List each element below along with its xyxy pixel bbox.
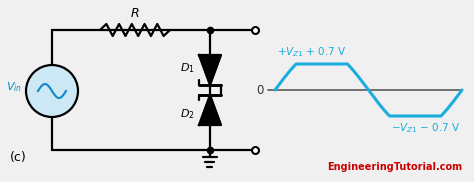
Text: $+V_{Z1}$ + 0.7 V: $+V_{Z1}$ + 0.7 V	[277, 45, 346, 59]
Text: 0: 0	[256, 84, 264, 96]
Circle shape	[26, 65, 78, 117]
Text: (c): (c)	[10, 151, 27, 164]
Text: $\mathit{R}$: $\mathit{R}$	[130, 7, 140, 20]
Polygon shape	[199, 95, 221, 125]
Polygon shape	[199, 55, 221, 85]
Text: $-V_{Z1}$ $-$ 0.7 V: $-V_{Z1}$ $-$ 0.7 V	[391, 121, 460, 135]
Text: $\mathit{D}_2$: $\mathit{D}_2$	[180, 107, 195, 121]
Text: $\mathit{D}_1$: $\mathit{D}_1$	[180, 61, 195, 75]
Text: EngineeringTutorial.com: EngineeringTutorial.com	[327, 162, 462, 172]
Text: $\mathit{V}_{in}$: $\mathit{V}_{in}$	[6, 80, 22, 94]
